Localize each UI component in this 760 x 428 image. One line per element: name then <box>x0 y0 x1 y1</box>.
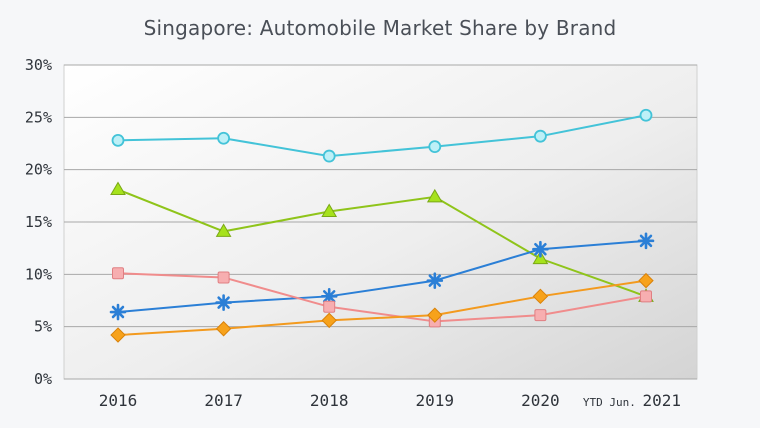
data-point <box>110 181 126 196</box>
data-point <box>427 307 443 323</box>
x-axis-ticks: 2016 2017 2018 2019 2020 YTD Jun. 2021 <box>99 391 681 410</box>
x-tick-label: 2018 <box>310 391 349 410</box>
data-point <box>534 129 547 143</box>
data-point <box>640 290 652 303</box>
x-tick-label: 2020 <box>521 391 560 410</box>
data-point <box>321 312 337 329</box>
data-point <box>638 272 654 289</box>
gridlines <box>64 64 697 380</box>
data-point <box>321 203 338 218</box>
y-axis-ticks: 0% 5% 10% 15% 20% 25% 30% <box>25 56 52 388</box>
chart-title: Singapore: Automobile Market Share by Br… <box>143 16 617 40</box>
data-point <box>532 240 549 258</box>
data-point <box>323 300 336 313</box>
data-point <box>110 327 126 343</box>
data-point <box>320 288 338 305</box>
y-tick-label: 25% <box>25 108 52 126</box>
data-point <box>426 188 443 203</box>
data-point <box>637 232 655 250</box>
y-tick-label: 15% <box>25 213 52 231</box>
x-tick-label: 2016 <box>99 391 138 410</box>
series-group <box>109 108 655 343</box>
data-point <box>322 149 336 163</box>
y-tick-label: 5% <box>34 318 52 336</box>
series-3 <box>109 232 655 321</box>
data-point <box>428 140 442 154</box>
data-point <box>534 309 547 322</box>
x-tick-prefix: YTD Jun. <box>583 396 643 409</box>
data-point <box>215 321 232 337</box>
data-point <box>532 250 549 265</box>
y-tick-label: 20% <box>25 161 52 179</box>
series-4 <box>112 267 652 328</box>
series-line <box>117 188 647 298</box>
data-point <box>426 272 444 289</box>
series-line <box>117 114 647 158</box>
data-point <box>215 223 232 237</box>
series-line <box>117 279 647 337</box>
y-tick-label: 30% <box>25 56 52 74</box>
x-tick-main: 2021 <box>643 391 682 410</box>
series-1 <box>111 108 653 163</box>
data-point <box>217 131 231 145</box>
series-line <box>117 272 647 323</box>
series-line <box>117 239 647 314</box>
data-point <box>217 271 230 284</box>
x-tick-label: 2017 <box>204 391 243 410</box>
data-point <box>109 303 127 321</box>
data-point <box>639 108 653 122</box>
series-5 <box>110 272 654 343</box>
y-tick-label: 10% <box>25 265 52 283</box>
data-point <box>111 133 125 147</box>
x-tick-label: 2019 <box>416 391 455 410</box>
data-point <box>532 288 549 305</box>
x-tick-label: YTD Jun. 2021 <box>583 391 681 410</box>
data-point <box>112 267 124 280</box>
data-point <box>215 294 232 311</box>
y-tick-label: 0% <box>34 370 52 388</box>
